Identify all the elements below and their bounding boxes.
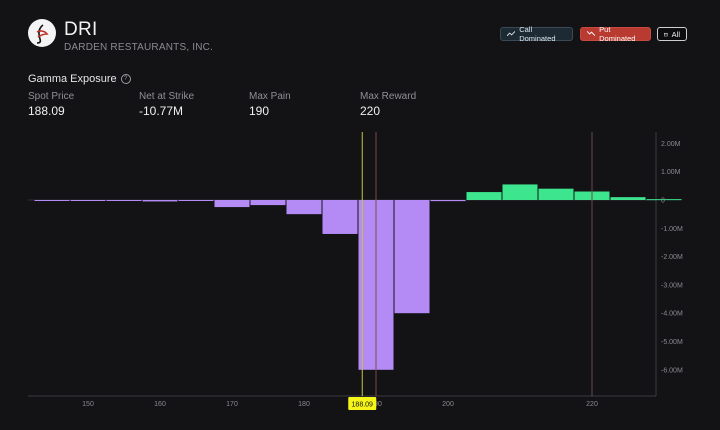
gamma-bar-225 <box>610 197 646 200</box>
gamma-bar-185 <box>322 200 358 234</box>
gamma-bar-160 <box>142 200 178 202</box>
y-tick-label: -4.00M <box>661 311 683 318</box>
spot-price-value: 188.09 <box>28 104 65 118</box>
x-tick-label: 180 <box>298 401 310 408</box>
gamma-bar-150 <box>70 200 106 201</box>
y-tick-label: -3.00M <box>661 282 683 289</box>
date-range-all-button[interactable]: All <box>657 27 687 41</box>
net-at-strike-label: Net at Strike <box>139 91 195 102</box>
put-dominated-button[interactable]: Put Dominated <box>580 25 651 43</box>
company-name: DARDEN RESTAURANTS, INC. <box>64 42 214 53</box>
max-pain-label: Max Pain <box>249 91 291 102</box>
gamma-bar-175 <box>250 200 286 206</box>
call-dominated-label: Call Dominated <box>519 25 556 43</box>
gamma-bar-145 <box>34 200 70 201</box>
x-tick-label: 170 <box>226 401 238 408</box>
darden-logo-icon <box>28 19 56 47</box>
trend-up-icon <box>507 31 516 37</box>
y-tick-label: -5.00M <box>661 339 683 346</box>
ticker-symbol: DRI <box>64 19 98 40</box>
gamma-bar-215 <box>538 188 574 200</box>
gamma-exposure-title: Gamma Exposure <box>28 73 117 85</box>
max-pain-value: 190 <box>249 104 270 118</box>
max-reward-label: Max Reward <box>360 91 417 102</box>
info-icon[interactable]: ? <box>120 74 131 84</box>
gamma-bar-230 <box>646 199 682 201</box>
gamma-bar-205 <box>466 192 502 200</box>
trend-down-icon <box>587 31 596 37</box>
y-tick-label: 2.00M <box>661 141 681 148</box>
x-tick-label: 220 <box>586 401 598 408</box>
spot-price-badge <box>348 397 377 410</box>
x-tick-label: 150 <box>82 401 94 408</box>
gamma-bar-195 <box>394 200 430 314</box>
x-tick-label: 160 <box>154 401 166 408</box>
gamma-bar-210 <box>502 184 538 200</box>
section-title: Gamma Exposure ? <box>28 73 131 85</box>
y-tick-label: -1.00M <box>661 226 683 233</box>
net-at-strike-value: -10.77M <box>139 104 184 118</box>
y-tick-label: -6.00M <box>661 367 683 374</box>
y-tick-label: -2.00M <box>661 254 683 261</box>
calendar-icon <box>664 32 668 36</box>
y-tick-label: 1.00M <box>661 169 681 176</box>
gamma-bar-165 <box>178 200 214 201</box>
spot-price-label: Spot Price <box>28 91 75 102</box>
put-dominated-label: Put Dominated <box>599 25 636 43</box>
max-reward-value: 220 <box>360 104 381 118</box>
gamma-bar-180 <box>286 200 322 215</box>
x-tick-label: 200 <box>442 401 454 408</box>
spot-price-badge-label: 188.09 <box>352 402 374 409</box>
y-tick-label: 0 <box>661 198 665 205</box>
gamma-bar-200 <box>430 200 466 202</box>
all-label: All <box>671 29 680 39</box>
call-dominated-button[interactable]: Call Dominated <box>500 25 573 43</box>
gamma-bar-170 <box>214 200 250 208</box>
gamma-bar-155 <box>106 200 142 201</box>
